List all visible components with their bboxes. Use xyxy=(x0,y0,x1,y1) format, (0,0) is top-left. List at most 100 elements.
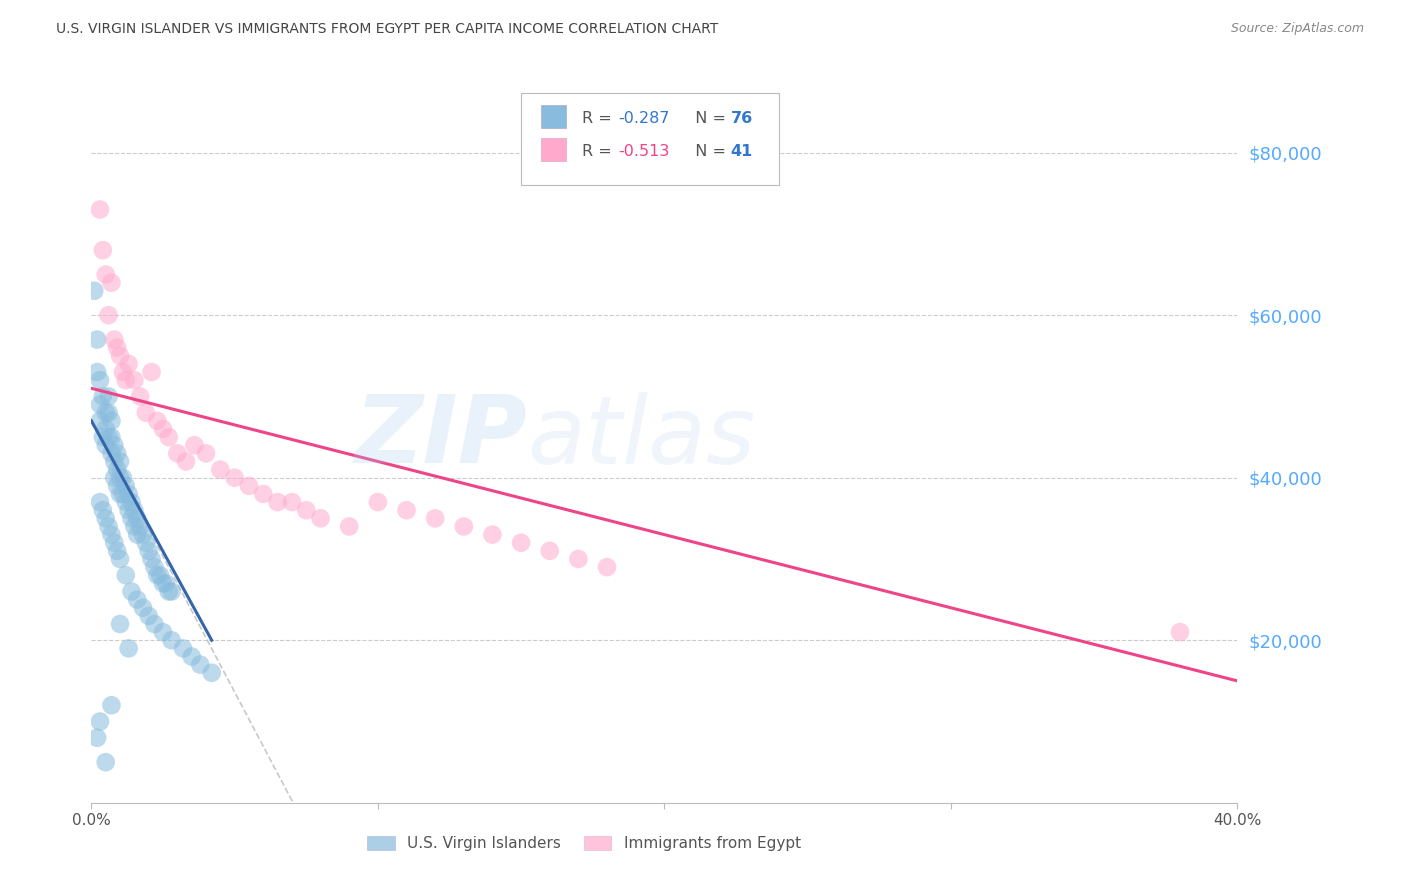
Point xyxy=(94,406,117,420)
Point xyxy=(114,373,136,387)
Legend: U.S. Virgin Islanders, Immigrants from Egypt: U.S. Virgin Islanders, Immigrants from E… xyxy=(361,830,807,857)
Point xyxy=(97,430,120,444)
Point xyxy=(143,560,166,574)
Point xyxy=(97,519,120,533)
Point xyxy=(117,641,139,656)
Point xyxy=(103,333,125,347)
Point xyxy=(124,503,146,517)
Point xyxy=(94,511,117,525)
Text: R =: R = xyxy=(582,145,617,160)
Point xyxy=(100,698,122,713)
Point xyxy=(127,527,149,541)
Point xyxy=(201,665,224,680)
FancyBboxPatch shape xyxy=(522,94,779,185)
Point xyxy=(121,584,143,599)
Point xyxy=(114,495,136,509)
Text: atlas: atlas xyxy=(527,392,755,483)
Point xyxy=(152,625,174,640)
Point xyxy=(481,527,503,541)
Point xyxy=(157,430,180,444)
Point xyxy=(91,503,114,517)
Point xyxy=(367,495,389,509)
Point xyxy=(114,479,136,493)
Point xyxy=(395,503,418,517)
FancyBboxPatch shape xyxy=(540,105,565,128)
Point xyxy=(111,471,134,485)
Point xyxy=(596,560,619,574)
Point xyxy=(132,600,155,615)
Point xyxy=(97,406,120,420)
Point xyxy=(108,487,131,501)
Point xyxy=(132,527,155,541)
Point xyxy=(152,422,174,436)
Point xyxy=(121,511,143,525)
Point xyxy=(83,284,105,298)
Point xyxy=(100,430,122,444)
Point xyxy=(117,487,139,501)
Point xyxy=(152,576,174,591)
Point xyxy=(94,755,117,769)
Point xyxy=(141,552,163,566)
Point xyxy=(160,633,183,648)
Point xyxy=(1168,625,1191,640)
Point xyxy=(510,535,533,549)
Point xyxy=(86,731,108,745)
Point xyxy=(105,341,128,355)
Point xyxy=(89,398,111,412)
Point xyxy=(138,608,160,623)
Point xyxy=(337,519,360,533)
Point xyxy=(100,446,122,460)
Point xyxy=(127,592,149,607)
Point xyxy=(97,308,120,322)
Point xyxy=(224,471,246,485)
Point xyxy=(143,617,166,632)
Point xyxy=(94,438,117,452)
Point xyxy=(117,357,139,371)
Point xyxy=(100,527,122,541)
Text: 76: 76 xyxy=(731,112,754,127)
Point xyxy=(138,544,160,558)
Point xyxy=(108,454,131,468)
Text: -0.513: -0.513 xyxy=(619,145,669,160)
Point xyxy=(103,471,125,485)
Point xyxy=(149,568,172,582)
Point xyxy=(114,568,136,582)
Point xyxy=(97,389,120,403)
Point xyxy=(105,479,128,493)
Point xyxy=(174,454,197,468)
Point xyxy=(157,584,180,599)
Point xyxy=(89,373,111,387)
Point xyxy=(103,438,125,452)
Point xyxy=(105,446,128,460)
Point xyxy=(129,389,152,403)
Point xyxy=(108,552,131,566)
Point xyxy=(94,422,117,436)
Point xyxy=(108,617,131,632)
FancyBboxPatch shape xyxy=(540,138,565,161)
Text: R =: R = xyxy=(582,112,617,127)
Point xyxy=(238,479,260,493)
Point xyxy=(103,454,125,468)
Point xyxy=(89,414,111,428)
Point xyxy=(160,584,183,599)
Point xyxy=(121,495,143,509)
Point xyxy=(453,519,475,533)
Point xyxy=(111,487,134,501)
Point xyxy=(105,544,128,558)
Point xyxy=(180,649,202,664)
Point xyxy=(103,535,125,549)
Point xyxy=(86,365,108,379)
Text: U.S. VIRGIN ISLANDER VS IMMIGRANTS FROM EGYPT PER CAPITA INCOME CORRELATION CHAR: U.S. VIRGIN ISLANDER VS IMMIGRANTS FROM … xyxy=(56,22,718,37)
Point xyxy=(155,576,177,591)
Point xyxy=(108,471,131,485)
Text: -0.287: -0.287 xyxy=(619,112,671,127)
Point xyxy=(94,268,117,282)
Point xyxy=(567,552,589,566)
Text: ZIP: ZIP xyxy=(354,391,527,483)
Text: Source: ZipAtlas.com: Source: ZipAtlas.com xyxy=(1230,22,1364,36)
Point xyxy=(91,243,114,257)
Point xyxy=(124,519,146,533)
Point xyxy=(183,438,205,452)
Point xyxy=(266,495,288,509)
Point xyxy=(89,495,111,509)
